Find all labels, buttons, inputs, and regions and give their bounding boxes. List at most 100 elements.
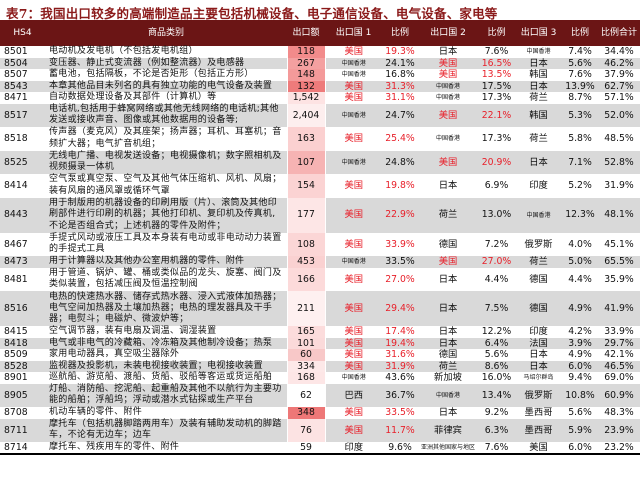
cell-desc: 灯船、消防船、挖泥船、起重船及其他不以航行为主要功能的船舶；浮船坞；浮动或潜水式… [45,383,287,407]
cell-c3: 印度 [529,326,548,338]
cell-hs: 8711 [0,418,45,442]
cell-desc: 变压器、静止式变流器（例如整流器）及电感器 [45,57,287,69]
cell-total: 46.5% [598,360,640,372]
cell-c1: 中国香港 [325,256,382,268]
cell-r3: 6.0% [568,442,592,453]
cell-c2: 中国香港 [418,80,478,92]
cell-r3: 4.9% [562,291,598,326]
cell-desc: 自动数据处理设备及其部件（计算机）等 [49,92,217,103]
cell-c1: 美国 [325,337,382,349]
table-row: 8711 摩托车（包括机器脚踏两用车）及装有辅助发动机的脚踏车，不论有无边车；边车… [0,418,640,442]
cell-r1: 33.9% [385,238,415,250]
cell-exp: 132 [286,80,326,92]
cell-desc: 传声器（麦克风）及其座架；扬声器；耳机、耳塞机；音频扩大器；电气扩音机组； [49,127,282,149]
cell-c3: 日本 [515,150,562,174]
cell-r1: 27.0% [385,273,415,285]
cell-r1: 24.8% [382,150,418,174]
table-row: 8481 用于管道、锅炉、罐、桶或类似品的龙头、旋塞、阀门及类似装置，包括减压阀及… [0,267,640,291]
cell-total: 48.3% [604,407,634,419]
cell-desc: 监视器及投影机，未装电视接收装置；电视接收装置 [45,360,287,372]
cell-total: 23.2% [604,442,634,453]
cell-total: 60.9% [598,383,640,407]
cell-total: 62.7% [598,80,640,92]
table-row: 8414 空气泵或真空泵、空气及其他气体压缩机、风机、风扇；装有风扇的通风罩或循环… [0,174,640,198]
cell-c1: 美国 [344,273,364,285]
cell-exp: 101 [286,337,326,349]
cell-r2: 13.5% [481,69,512,81]
cell-c3: 韩国 [529,69,548,81]
cell-total: 42.1% [604,349,634,361]
cell-total: 41.9% [598,291,640,326]
cell-exp: 453 [286,256,326,268]
table-row: 8504 变压器、静止式变流器（例如整流器）及电感器 267 中国香港 24.1% 美国 1… [0,57,640,69]
cell-c1: 中国香港 [325,150,382,174]
cell-c3: 德国 [529,273,548,285]
cell-exp: 60 [286,349,326,361]
cell-desc: 摩托车（包括机器脚踏两用车）及装有辅助发动机的脚踏车，不论有无边车；边车 [45,418,287,442]
cell-r3: 5.3% [562,103,598,127]
cell-c1: 巴西 [325,383,382,407]
cell-c1: 美国 [344,238,364,250]
cell-r2: 12.2% [481,326,512,338]
cell-c1: 美国 [344,46,364,58]
cell-hs: 8525 [0,150,45,174]
cell-desc: 无线电广播、电视发送设备；电视摄像机；数字照相机及视频摄录一体机 [45,150,287,174]
cell-desc: 手提式风动或液压工具及本身装有电动或非电动动力装置的手提式工具 [49,232,282,255]
cell-desc: 空气泵或真空泵、空气及其他气体压缩机、风机、风扇；装有风扇的通风罩或循环气罩 [49,174,282,196]
cell-desc: 用于管道、锅炉、罐、桶或类似品的龙头、旋塞、阀门及类似装置，包括减压阀及恒温控制… [49,267,282,290]
table-row: 8708 机动车辆的零件、附件 348 美国 33.5% 日本 9.2% 墨西哥 5.6% 48.… [0,407,640,419]
cell-hs: 8714 [4,442,28,453]
table-row: 8543 本章其他品目未列名的具有独立功能的电气设备及装置 132 美国 31.3% 中国… [0,80,640,92]
cell-c1: 中国香港 [341,71,366,79]
cell-c3: 俄罗斯 [524,238,553,250]
header-hs4: HS4 [0,20,45,46]
header-ratio-1: 比例 [382,20,418,46]
cell-exp: 166 [286,267,326,291]
cell-r3: 4.4% [568,273,592,285]
cell-c3: 德国 [515,291,562,326]
cell-c1: 美国 [325,418,382,442]
cell-r3: 3.9% [562,337,598,349]
cell-r2: 20.9% [478,150,515,174]
cell-c1: 美国 [344,92,364,104]
cell-c2: 德国 [438,349,458,361]
cell-exp: 163 [286,127,326,151]
cell-total: 57.1% [604,92,634,104]
cell-r1: 24.1% [382,57,418,69]
cell-r1: 31.9% [382,360,418,372]
cell-hs: 8528 [0,360,45,372]
table-row: 8905 灯船、消防船、挖泥船、起重船及其他不以航行为主要功能的船舶；浮船坞；浮动… [0,383,640,407]
table-row: 8501 电动机及发电机（不包括发电机组） 118 美国 19.3% 日本 7.6% 中国香港… [0,46,640,58]
cell-hs: 8504 [0,57,45,69]
cell-c2: 美国 [418,57,478,69]
cell-c1: 美国 [344,407,364,419]
cell-c2: 中国香港 [435,94,460,102]
cell-hs: 8509 [4,349,28,361]
cell-desc: 本章其他品目未列名的具有独立功能的电气设备及装置 [45,80,287,92]
cell-r3: 8.7% [568,92,592,104]
cell-r3: 5.8% [568,133,592,145]
cell-r2: 7.6% [484,46,509,58]
cell-r2: 17.5% [478,80,515,92]
cell-c2: 美国 [418,256,478,268]
cell-c3: 日本 [515,57,562,69]
cell-c1: 美国 [325,360,382,372]
cell-r1: 33.5% [385,407,415,419]
cell-exp: 348 [286,407,326,419]
table-row: 8473 用于计算器以及其他办公室用机器的零件、附件 453 中国香港 33.5% 美国 2… [0,256,640,268]
cell-hs: 8443 [0,197,45,233]
cell-exp: 154 [286,174,326,198]
cell-exp: 62 [286,383,326,407]
cell-r3: 10.8% [562,383,598,407]
cell-hs: 8905 [0,383,45,407]
cell-r3: 5.6% [568,407,592,419]
cell-desc: 用于计算器以及其他办公室用机器的零件、附件 [45,256,287,268]
cell-r3: 5.2% [568,180,592,192]
table-row: 8517 电话机,包括用于蜂窝网络或其他无线网络的电话机;其他发送或接收声音、图像… [0,103,640,127]
cell-desc: 摩托车、残疾用车的零件、附件 [49,442,180,452]
cell-desc: 用于制版用的机器设备的印刷用版（片）、滚筒及其他印刷部件进行印刷的机器；其他打印… [45,197,287,233]
cell-r1: 29.4% [382,291,418,326]
export-table: HS4 商品类别 出口额 出口国 1 比例 出口国 2 比例 出口国 3 比例 比例合计 8501… [0,20,640,456]
cell-exp: 59 [286,442,326,455]
cell-r3: 6.0% [562,360,598,372]
